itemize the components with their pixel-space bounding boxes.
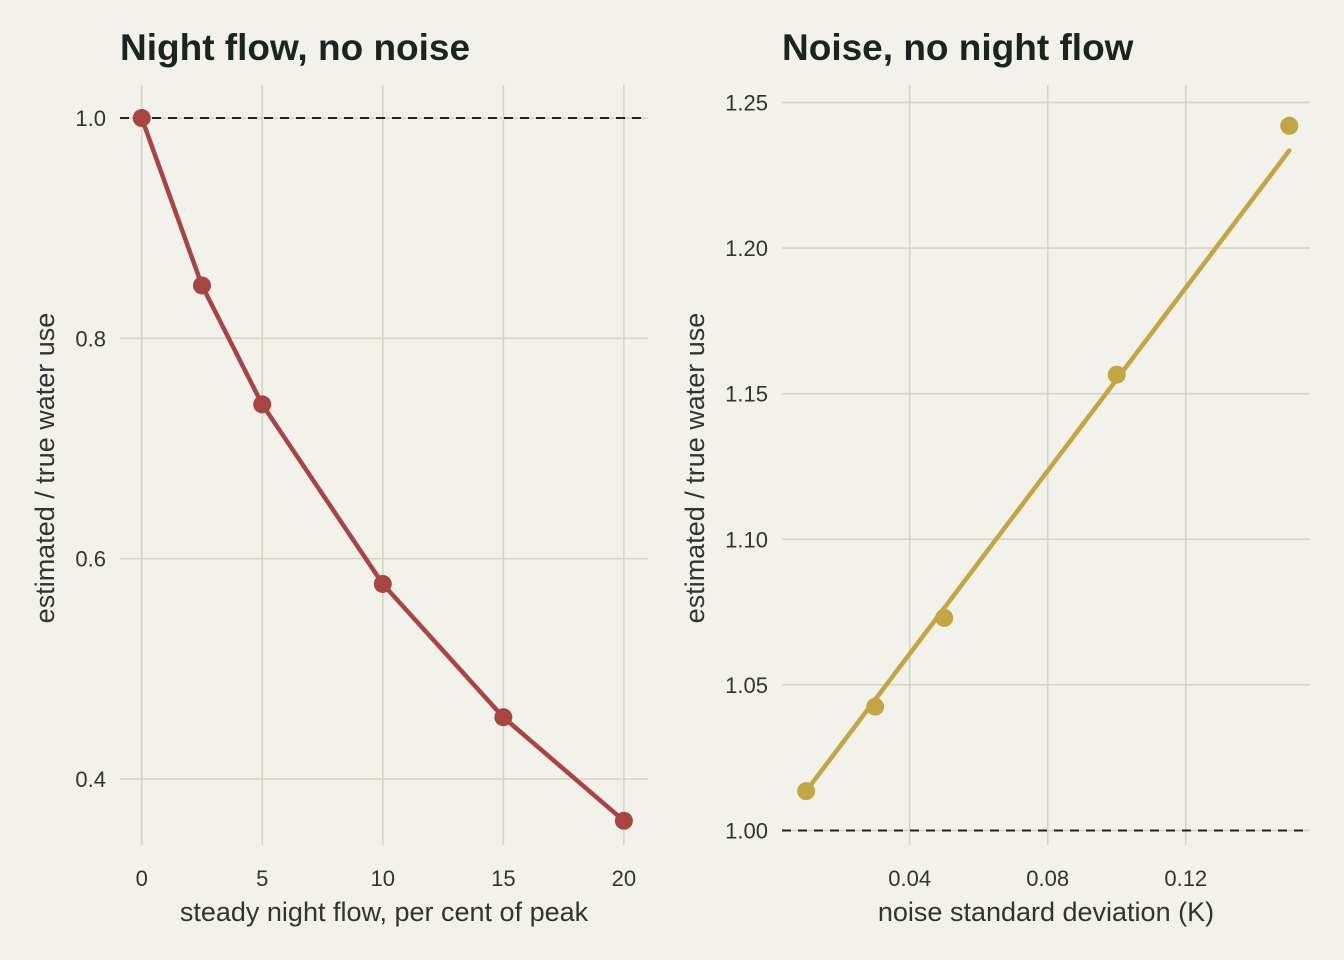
left-x-tick-label: 15: [491, 866, 515, 891]
left-data-point: [253, 395, 272, 414]
left-panel: Night flow, no noise 0 5 10 15 20 0.4 0.6 0.8 1.…: [30, 27, 648, 927]
left-y-tick-label: 1.0: [75, 106, 106, 131]
right-data-point: [866, 697, 885, 716]
right-x-axis-label: noise standard deviation (K): [878, 897, 1214, 927]
right-panel-title: Noise, no night flow: [782, 27, 1134, 68]
left-x-tick-label: 5: [256, 866, 268, 891]
left-y-axis-label: estimated / true water use: [30, 313, 60, 624]
right-y-tick-label: 1.00: [725, 818, 768, 843]
left-x-tick-label: 20: [612, 866, 636, 891]
left-x-axis-label: steady night flow, per cent of peak: [180, 897, 589, 927]
right-y-tick-label: 1.25: [725, 90, 768, 115]
right-data-point: [1280, 116, 1299, 135]
left-data-point: [132, 109, 151, 128]
left-x-tick-label: 10: [371, 866, 395, 891]
left-data-point: [192, 276, 211, 295]
left-y-tick-label: 0.8: [75, 326, 106, 351]
left-x-tick-label: 0: [136, 866, 148, 891]
right-x-tick-label: 0.08: [1026, 866, 1069, 891]
right-y-tick-label: 1.20: [725, 236, 768, 261]
left-data-point: [614, 811, 633, 830]
right-data-point: [797, 782, 816, 801]
right-y-tick-label: 1.05: [725, 673, 768, 698]
left-y-tick-label: 0.4: [75, 767, 106, 792]
left-data-point: [373, 574, 392, 593]
right-y-tick-label: 1.15: [725, 382, 768, 407]
right-y-tick-label: 1.10: [725, 527, 768, 552]
left-y-tick-label: 0.6: [75, 547, 106, 572]
right-panel: Noise, no night flow 0.04 0.08 0.12 1.00 1.0…: [680, 27, 1310, 927]
right-data-point: [935, 608, 954, 627]
right-fit-line: [803, 148, 1292, 794]
right-data-point: [1107, 365, 1126, 384]
right-x-tick-label: 0.12: [1164, 866, 1207, 891]
right-x-tick-label: 0.04: [888, 866, 931, 891]
left-panel-title: Night flow, no noise: [120, 27, 470, 68]
right-y-axis-label: estimated / true water use: [680, 313, 710, 624]
left-data-point: [494, 708, 513, 727]
left-series-line: [139, 117, 626, 823]
